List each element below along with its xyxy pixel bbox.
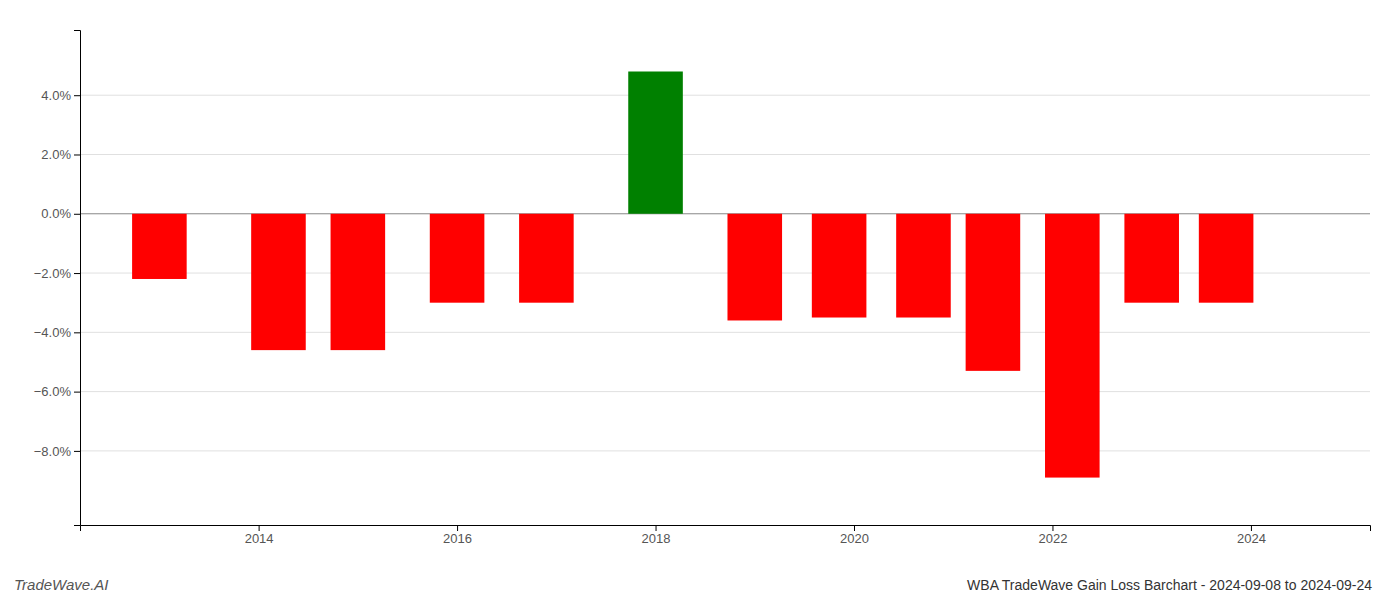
bar	[519, 214, 574, 303]
x-tick: 2020	[840, 525, 869, 546]
x-tick: 2024	[1237, 525, 1266, 546]
x-tick-mark	[457, 525, 458, 531]
y-tick-label: −4.0%	[34, 325, 72, 340]
x-tick-mark	[1251, 525, 1252, 531]
x-tick-label: 2020	[840, 531, 869, 546]
x-tick: 2014	[245, 525, 274, 546]
y-tick-label: 0.0%	[41, 206, 71, 221]
y-tick-mark	[74, 392, 80, 393]
y-tick: 4.0%	[41, 88, 80, 103]
x-tick-mark	[854, 525, 855, 531]
plot: 201420162018202020222024−8.0%−6.0%−4.0%−…	[34, 31, 1371, 547]
y-tick-label: 2.0%	[41, 147, 71, 162]
x-axis: 2014 2016 2018 2020 2022 2024	[81, 525, 1371, 546]
bar	[1199, 214, 1254, 303]
x-tick-label: 2014	[245, 531, 274, 546]
bar	[1045, 214, 1100, 478]
y-axis-line	[74, 31, 81, 526]
y-tick-label: −6.0%	[34, 384, 72, 399]
x-tick-mark	[656, 525, 657, 531]
chart: 201420162018202020222024−8.0%−6.0%−4.0%−…	[0, 0, 1400, 600]
y-tick: −8.0%	[34, 444, 80, 459]
bar	[251, 214, 306, 350]
bar	[331, 214, 386, 350]
y-tick-label: −8.0%	[34, 444, 72, 459]
bar	[896, 214, 951, 318]
x-tick: 2016	[443, 525, 472, 546]
x-tick-label: 2016	[443, 531, 472, 546]
y-tick-mark	[74, 95, 80, 96]
bar	[132, 214, 187, 279]
x-tick-label: 2024	[1237, 531, 1266, 546]
bars	[132, 71, 1253, 477]
y-tick-label: 4.0%	[41, 88, 71, 103]
annotation: TradeWave.AI	[14, 576, 108, 593]
grid	[80, 95, 1370, 451]
grid-line	[80, 95, 1370, 96]
bar	[1124, 214, 1179, 303]
y-axis: −8.0% −6.0% −4.0% −2.0% 0.0% 2.0% 4.0%	[34, 31, 81, 526]
y-tick: −6.0%	[34, 384, 80, 399]
y-tick-label: −2.0%	[34, 266, 72, 281]
x-tick-label: 2018	[642, 531, 671, 546]
bar	[812, 214, 867, 318]
grid-line	[80, 450, 1370, 451]
bar	[966, 214, 1021, 371]
y-tick-mark	[74, 154, 80, 155]
y-tick-mark	[74, 332, 80, 333]
x-tick: 2018	[642, 525, 671, 546]
title: WBA TradeWave Gain Loss Barchart - 2024-…	[967, 577, 1372, 593]
grid-line	[80, 391, 1370, 392]
bar	[727, 214, 782, 321]
grid-line	[80, 154, 1370, 155]
x-tick-mark	[1052, 525, 1053, 531]
y-tick: −2.0%	[34, 266, 80, 281]
y-tick: 0.0%	[41, 206, 80, 221]
y-tick: −4.0%	[34, 325, 80, 340]
y-tick-mark	[74, 214, 80, 215]
y-tick: 2.0%	[41, 147, 80, 162]
bar	[430, 214, 485, 303]
x-axis-line	[81, 526, 1371, 532]
y-tick-mark	[74, 273, 80, 274]
x-tick-label: 2022	[1039, 531, 1068, 546]
x-tick-mark	[259, 525, 260, 531]
bar	[628, 71, 683, 213]
x-tick: 2022	[1039, 525, 1068, 546]
y-tick-mark	[74, 451, 80, 452]
